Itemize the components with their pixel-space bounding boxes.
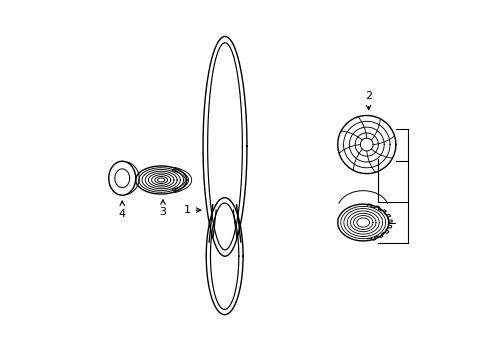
Text: 4: 4 (119, 201, 125, 219)
Text: 1: 1 (183, 205, 201, 215)
Text: 2: 2 (364, 91, 371, 110)
Text: 3: 3 (159, 200, 166, 217)
